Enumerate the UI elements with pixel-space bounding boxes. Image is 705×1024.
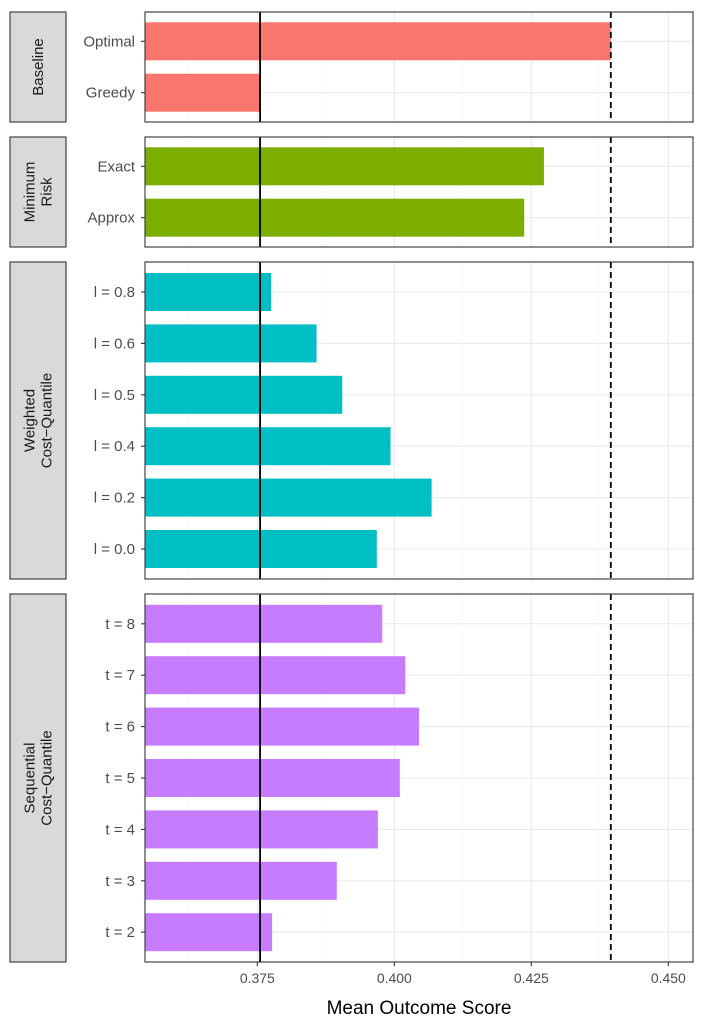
bar <box>145 604 383 643</box>
category-label: t = 8 <box>105 616 135 633</box>
bar <box>145 656 406 695</box>
category-label: Greedy <box>86 85 136 102</box>
bar <box>145 861 337 900</box>
bar <box>145 759 400 797</box>
category-label: t = 3 <box>105 873 135 890</box>
facet-strips-layer: BaselineMinimumRiskWeightedCost−Quantile… <box>9 11 67 963</box>
x-axis-title: Mean Outcome Score <box>327 998 512 1019</box>
panel-border <box>144 11 694 123</box>
reference-lines-layer <box>259 12 612 962</box>
x-tick-label: 0.425 <box>514 970 549 986</box>
bar <box>145 478 432 517</box>
bars-layer <box>145 22 611 952</box>
facet-strip <box>9 11 67 123</box>
facet-strip-label-line: Baseline <box>30 38 47 96</box>
category-label: t = 4 <box>105 821 135 838</box>
grid-layer <box>145 12 693 962</box>
category-label: l = 0.0 <box>94 541 135 558</box>
facet-strip-label: WeightedCost−Quantile <box>22 373 56 468</box>
facet-strip-label-line: Minimum <box>22 162 39 223</box>
category-label: Optimal <box>83 33 135 50</box>
bar <box>145 707 419 746</box>
facet-strip-label-line: Cost−Quantile <box>39 730 56 825</box>
category-label: l = 0.5 <box>94 387 135 404</box>
bar <box>145 810 378 849</box>
bar <box>145 73 261 112</box>
facet-strip-label-line: Weighted <box>22 389 39 452</box>
facet-strip <box>9 136 67 248</box>
panel-border <box>144 136 694 248</box>
facet-strip-label: SequentialCost−Quantile <box>22 730 56 825</box>
category-label: l = 0.4 <box>94 438 135 455</box>
category-label: Approx <box>87 210 135 227</box>
category-label: t = 5 <box>105 770 135 787</box>
bar <box>145 22 611 61</box>
category-label: t = 2 <box>105 924 135 941</box>
facet-strip-label-line: Risk <box>39 177 56 207</box>
bar <box>145 198 525 237</box>
x-tick-label: 0.450 <box>651 970 686 986</box>
x-axis: 0.375 0.400 0.425 0.450 <box>240 962 686 986</box>
facet-strip-label-line: Sequential <box>22 743 39 814</box>
panel-frames-layer <box>144 11 694 963</box>
bar <box>145 273 272 311</box>
facet-strip-label: MinimumRisk <box>22 162 56 223</box>
panel-border <box>144 261 694 580</box>
bar <box>145 147 544 186</box>
category-labels-layer: Optimal Greedy Exact Approx l = 0.8 l = 0.6 l … <box>83 33 145 941</box>
bar <box>145 375 343 414</box>
facet-strip-label-line: Cost−Quantile <box>39 373 56 468</box>
category-label: t = 7 <box>105 667 135 684</box>
bar <box>145 427 391 466</box>
bar <box>145 913 273 952</box>
facet-strip <box>9 261 67 580</box>
x-tick-label: 0.400 <box>377 970 412 986</box>
category-label: l = 0.8 <box>94 284 135 301</box>
category-label: l = 0.6 <box>94 335 135 352</box>
category-label: l = 0.2 <box>94 490 135 507</box>
x-tick-label: 0.375 <box>240 970 275 986</box>
category-label: Exact <box>97 158 135 175</box>
facet-strip-label: Baseline <box>30 38 47 96</box>
category-label: t = 6 <box>105 719 135 736</box>
facet-strip <box>9 593 67 963</box>
bar <box>145 324 317 363</box>
